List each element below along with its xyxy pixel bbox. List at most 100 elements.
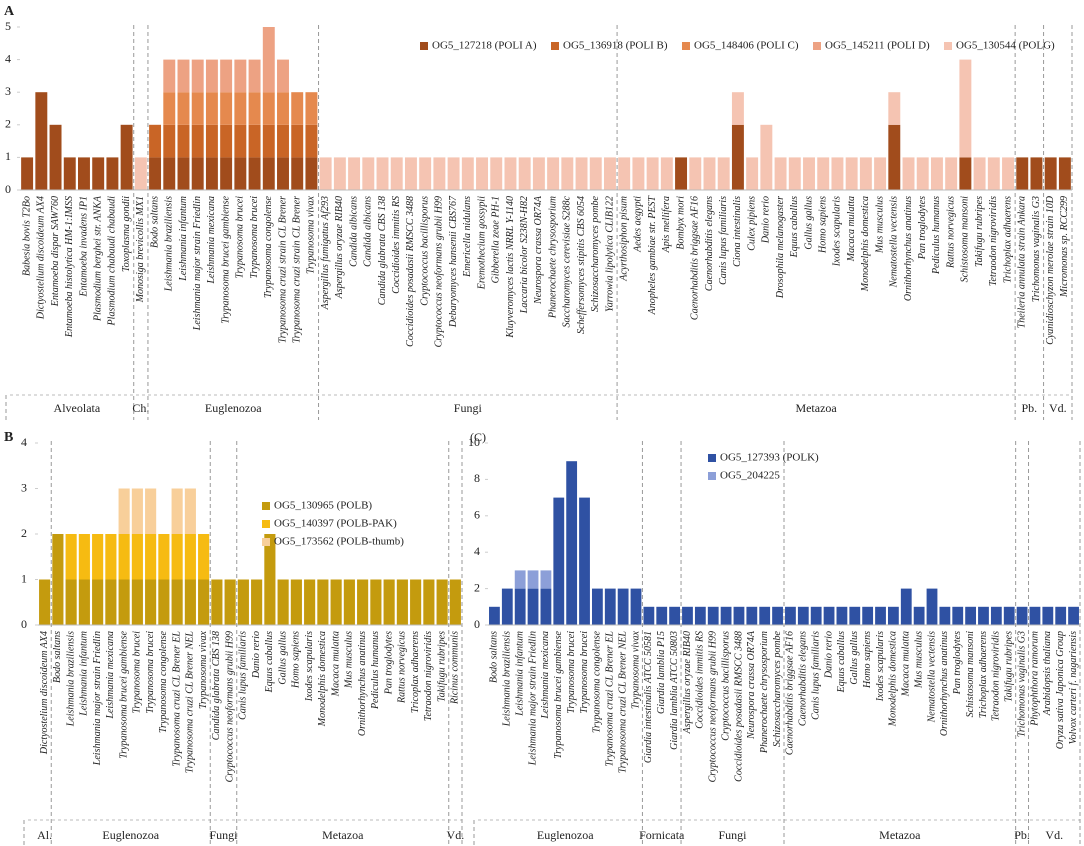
bar-segment xyxy=(707,606,719,625)
x-tick-label: Pan troglodytes xyxy=(917,196,928,260)
bar-segment xyxy=(317,579,329,625)
bar-segment xyxy=(145,488,157,534)
bar-segment xyxy=(669,606,681,625)
legend-swatch xyxy=(420,42,428,50)
x-tick-label: Emericella nidulans xyxy=(462,196,473,278)
bar-segment xyxy=(198,534,210,580)
bar-segment xyxy=(383,579,395,625)
bar-segment xyxy=(849,606,861,625)
x-tick-label: Neurospora crassa OR74A xyxy=(533,195,544,305)
x-tick-label: Pan troglodytes xyxy=(952,631,963,695)
bar-segment xyxy=(370,579,382,625)
x-tick-label: Leishmania braziliensis xyxy=(65,631,76,727)
x-tick-label: Schizosaccharomyces pombe xyxy=(772,630,783,747)
bar-segment xyxy=(348,157,361,190)
legend-swatch xyxy=(708,472,716,480)
bar-segment xyxy=(39,579,51,625)
x-tick-label: Pediculus humanus xyxy=(931,196,942,275)
x-tick-label: Trichomonas vaginalis G3 xyxy=(1016,631,1027,737)
bar-segment xyxy=(319,157,332,190)
bar-segment xyxy=(973,157,986,190)
x-tick-label: Caenorhabditis elegans xyxy=(798,631,809,726)
bar-segment xyxy=(163,157,176,190)
bar-segment xyxy=(118,488,130,534)
x-tick-label: Aspergillus fumigatus Af293 xyxy=(320,196,331,310)
bar-segment xyxy=(540,588,552,625)
y-tick-label: 2 xyxy=(5,117,11,131)
x-tick-label: Micromonas sp. RCC299 xyxy=(1059,196,1070,298)
bar-segment xyxy=(579,497,590,625)
x-tick-label: Cryptococcus neoformans grubii H99 xyxy=(434,196,445,347)
x-tick-label: Neurospora crassa OR74A xyxy=(746,630,757,740)
bar-segment xyxy=(532,157,545,190)
bar-segment xyxy=(105,534,117,580)
legend-label: OG5_204225 xyxy=(720,470,780,482)
bar-segment xyxy=(926,588,938,625)
x-tick-label: Schistosoma mansoni xyxy=(965,631,976,718)
bar-segment xyxy=(277,59,289,93)
bar-segment xyxy=(1058,157,1071,190)
x-tick-label: Scheffersomyces stipitis CBS 6054 xyxy=(576,196,587,334)
x-tick-label: Tricoplax adhaerens xyxy=(410,631,421,713)
y-tick-label: 0 xyxy=(474,617,480,631)
bar-segment xyxy=(118,579,130,625)
x-tick-label: Ornithorhynchus anatinus xyxy=(939,631,950,736)
x-tick-label: Danio rerio xyxy=(761,196,772,244)
x-tick-label: Caenorhabditis briggsae AF16 xyxy=(690,196,701,320)
x-tick-label: Leishmania braziliensis xyxy=(164,196,175,292)
bar-segment xyxy=(149,157,162,190)
y-tick-label: 6 xyxy=(474,508,480,522)
bar-segment xyxy=(630,588,642,625)
x-tick-label: Cryptococcus bacillisporus xyxy=(720,631,731,741)
bar-segment xyxy=(330,579,342,625)
x-tick-label: Dictyostelium discoideum AX4 xyxy=(36,196,47,320)
x-tick-label: Macaca mulatta xyxy=(330,631,341,697)
bar-segment xyxy=(618,157,631,190)
group-label: Metazoa xyxy=(879,828,921,842)
x-tick-label: Ixodes scapularis xyxy=(832,196,843,267)
group-label: Metazoa xyxy=(795,401,837,415)
bar-segment xyxy=(234,59,247,93)
x-tick-label: Arabidopsis thaliana xyxy=(1042,631,1053,716)
legend-label: OG5_127218 (POLI A) xyxy=(432,40,537,52)
bar-segment xyxy=(149,124,162,158)
x-tick-label: Drosophila melanogaster xyxy=(775,196,786,299)
bar-segment xyxy=(145,534,157,580)
bar-segment xyxy=(333,157,346,190)
legend-label: OG5_136918 (POLI B) xyxy=(563,40,668,52)
bar-segment xyxy=(965,606,977,625)
y-tick-label: 3 xyxy=(5,84,11,98)
bar-segment xyxy=(823,606,835,625)
x-tick-label: Equus caballus xyxy=(264,631,275,693)
bar-segment xyxy=(184,579,196,625)
y-tick-label: 2 xyxy=(21,526,27,540)
bar-segment xyxy=(362,157,375,190)
group-label: Euglenozoa xyxy=(537,828,594,842)
bar-segment xyxy=(959,59,972,158)
x-tick-label: Trypanosoma vivax xyxy=(306,195,317,274)
x-tick-label: Culex pipiens xyxy=(746,196,757,251)
x-tick-label: Bombyx mori xyxy=(675,196,686,250)
bar-segment xyxy=(916,157,929,190)
x-tick-label: Tetraodon nigroviridis xyxy=(423,631,434,721)
x-tick-label: Cyanidioschyzon merolae strain 10D xyxy=(1045,195,1056,345)
x-tick-label: Bodo saltans xyxy=(489,631,500,683)
x-tick-label: Trypanosoma cruzi CL Brener NEL xyxy=(185,631,196,774)
x-tick-label: Trypanosoma brucei xyxy=(249,196,260,279)
bar-segment xyxy=(343,579,355,625)
group-label: Vd. xyxy=(1049,401,1067,415)
x-tick-label: Leishmania major strain Friedlin xyxy=(92,631,103,766)
bar-segment xyxy=(404,157,417,190)
x-tick-label: Takifugu rubripes xyxy=(974,196,985,267)
bar-segment xyxy=(774,157,787,190)
legend-label: OG5_173562 (POLB-thumb) xyxy=(274,536,404,548)
bar-segment xyxy=(874,157,887,190)
bar-segment xyxy=(746,157,759,190)
x-tick-label: Leishmania infantum xyxy=(178,196,189,282)
x-tick-label: Phytophthora ramorum xyxy=(1029,631,1040,727)
group-label: Ch. xyxy=(132,401,149,415)
bar-segment xyxy=(902,157,915,190)
legend-label: OG5_130544 (POLG) xyxy=(956,40,1055,52)
y-tick-label: 4 xyxy=(474,544,480,558)
bar-segment xyxy=(987,157,1000,190)
